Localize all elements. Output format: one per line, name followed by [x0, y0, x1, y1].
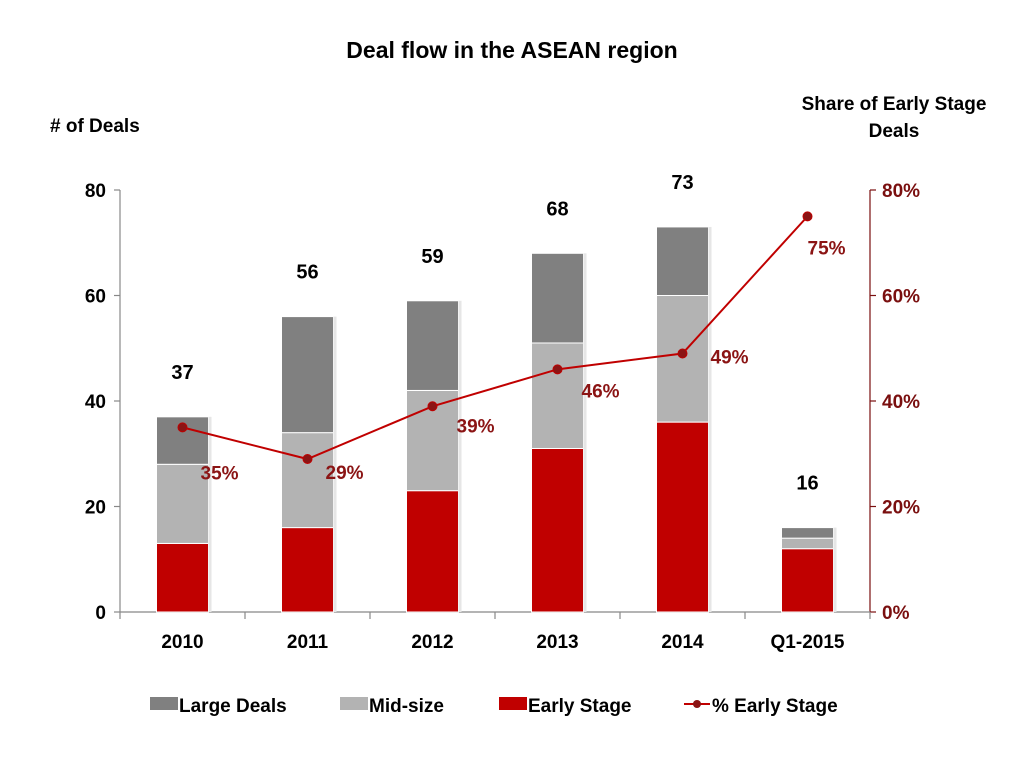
line-point-label: 35%	[201, 463, 239, 484]
bar-early-stage	[531, 447, 584, 613]
chart-title: Deal flow in the ASEAN region	[346, 37, 677, 63]
legend: Large Deals Mid-size Early Stage % Early St…	[150, 696, 838, 717]
bar-shadow	[583, 253, 587, 613]
early-stage-share-line	[182, 215, 809, 461]
plot-area: 0 20 40 60 80 0% 20% 40% 60% 80% 2010 2011 2012 2013 2…	[85, 172, 920, 653]
legend-label-early-stage: Early Stage	[528, 696, 632, 717]
line-point-label: 39%	[457, 416, 495, 437]
y2-tick-label: 0%	[882, 603, 910, 624]
bar-shadow	[458, 300, 462, 612]
line-point-label: 46%	[582, 381, 620, 402]
x-tick-label: Q1-2015	[771, 632, 845, 653]
x-tick-label: 2013	[536, 632, 578, 653]
bar-early-stage	[781, 548, 834, 613]
bar-large-deals	[406, 300, 459, 391]
legend-label-early-stage-share: % Early Stage	[712, 696, 838, 717]
y2-tick-label: 80%	[882, 181, 920, 202]
y-tick-label: 80	[85, 181, 106, 202]
x-tick-label: 2012	[411, 632, 453, 653]
y-tick-label: 20	[85, 498, 106, 519]
x-tick-label: 2011	[287, 632, 329, 653]
line-point	[177, 422, 188, 433]
line-point-label: 49%	[711, 348, 749, 369]
bar-mid-size	[281, 432, 334, 529]
x-tick-label: 2014	[661, 632, 704, 653]
x-tick-label: 2010	[161, 632, 203, 653]
line-point	[427, 401, 438, 412]
legend-swatch-mid-size	[340, 697, 368, 710]
line-point-label: 75%	[808, 238, 846, 259]
bar-early-stage	[281, 527, 334, 613]
y2-axis-title-line1: Share of Early Stage	[802, 94, 987, 115]
y2-tick-label: 60%	[882, 287, 920, 308]
bar-early-stage	[406, 490, 459, 613]
legend-swatch-marker	[693, 700, 701, 708]
bar-total-label: 37	[171, 362, 193, 384]
bar-mid-size	[781, 537, 834, 550]
bar-shadow	[208, 416, 212, 612]
legend-swatch-large-deals	[150, 697, 178, 710]
bar-total-label: 59	[421, 246, 443, 268]
bar-total-label: 56	[296, 262, 318, 284]
bar-shadow	[708, 226, 712, 613]
bar-shadow	[333, 316, 337, 612]
line-point	[302, 454, 313, 465]
legend-swatch-early-stage	[499, 697, 527, 710]
line-point-label: 29%	[326, 463, 364, 484]
bar-early-stage	[656, 421, 709, 613]
bar-mid-size	[656, 295, 709, 423]
bar-mid-size	[531, 342, 584, 449]
y-tick-label: 40	[85, 392, 106, 413]
y-axis-title: # of Deals	[50, 116, 140, 137]
y-tick-label: 0	[95, 603, 106, 624]
y2-tick-label: 40%	[882, 392, 920, 413]
line-point	[552, 364, 563, 375]
y2-tick-label: 20%	[882, 498, 920, 519]
bar-early-stage	[156, 542, 209, 613]
y-tick-label: 60	[85, 287, 106, 308]
y2-axis-title-line2: Deals	[869, 121, 920, 142]
bar-total-label: 73	[671, 172, 693, 194]
legend-label-large-deals: Large Deals	[179, 696, 287, 717]
bar-mid-size	[156, 463, 209, 544]
line-point	[677, 348, 688, 359]
bar-large-deals	[531, 252, 584, 344]
bar-large-deals	[656, 226, 709, 296]
bar-total-label: 16	[796, 473, 818, 495]
bar-total-label: 68	[546, 198, 568, 220]
bar-large-deals	[781, 527, 834, 539]
bar-large-deals	[281, 316, 334, 434]
line-point	[802, 211, 813, 222]
bar-shadow	[833, 527, 837, 612]
legend-label-mid-size: Mid-size	[369, 696, 444, 717]
